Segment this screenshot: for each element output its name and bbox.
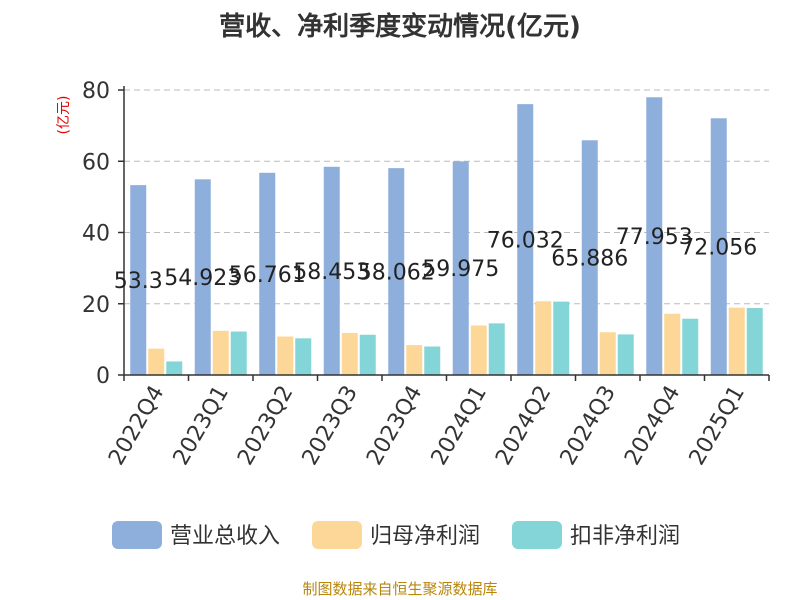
bar-parent-net-profit: [728, 307, 745, 375]
data-label-revenue: 59.975: [422, 257, 499, 282]
y-tick-label: 80: [82, 79, 110, 104]
bar-revenue: [194, 179, 211, 375]
bar-parent-net-profit: [470, 325, 487, 375]
source-note: 制图数据来自恒生聚源数据库: [302, 580, 498, 598]
x-tick-label: 2023Q1: [169, 382, 234, 470]
bar-deducted-net-profit: [230, 331, 247, 375]
data-label-revenue: 77.953: [616, 225, 693, 250]
bar-parent-net-profit: [341, 332, 358, 375]
bar-revenue: [323, 166, 340, 375]
bar-parent-net-profit: [212, 330, 229, 375]
x-tick-label: 2024Q4: [620, 382, 685, 470]
bar-parent-net-profit: [406, 345, 423, 375]
legend: 营业总收入 归母净利润 扣非净利润: [112, 521, 680, 549]
x-tick-label: 2023Q2: [233, 382, 298, 470]
grid-lines: [124, 89, 769, 305]
x-tick-label: 2023Q3: [298, 382, 363, 470]
bar-revenue: [259, 172, 276, 375]
bar-revenue: [130, 185, 147, 375]
bar-revenue: [388, 168, 405, 375]
legend-swatch: [312, 521, 362, 549]
bar-deducted-net-profit: [295, 338, 312, 375]
bar-deducted-net-profit: [359, 334, 376, 375]
x-tick-label: 2023Q4: [362, 382, 427, 470]
bar-deducted-net-profit: [617, 334, 634, 375]
bar-deducted-net-profit: [488, 323, 505, 375]
bar-parent-net-profit: [535, 301, 552, 375]
x-tick-label: 2022Q4: [104, 382, 169, 470]
bar-deducted-net-profit: [682, 318, 699, 375]
x-tick-label: 2024Q1: [427, 382, 492, 470]
legend-label: 扣非净利润: [570, 524, 680, 549]
bar-deducted-net-profit: [424, 346, 441, 375]
y-tick-label: 60: [82, 150, 110, 175]
bar-deducted-net-profit: [553, 301, 570, 375]
y-tick-label: 20: [82, 293, 110, 318]
legend-swatch: [112, 521, 162, 549]
data-label-revenue: 72.056: [680, 236, 757, 261]
bar-deducted-net-profit: [166, 361, 183, 375]
data-label-revenue: 58.453: [293, 260, 370, 285]
bar-revenue: [517, 104, 534, 376]
bars: [130, 97, 763, 376]
legend-swatch: [512, 521, 562, 549]
legend-label: 归母净利润: [370, 524, 480, 549]
bar-revenue: [646, 97, 663, 376]
data-label-revenue: 65.886: [551, 247, 628, 272]
x-tick-label: 2024Q3: [556, 382, 621, 470]
bar-revenue: [581, 140, 598, 375]
bar-revenue: [452, 161, 469, 375]
data-label-revenue: 53.3: [114, 269, 163, 294]
x-tick-label: 2024Q2: [491, 382, 556, 470]
bar-parent-net-profit: [599, 332, 616, 375]
bar-parent-net-profit: [148, 348, 165, 375]
data-label-revenue: 58.062: [358, 261, 435, 286]
bar-deducted-net-profit: [746, 308, 763, 375]
chart-title: 营收、净利季度变动情况(亿元): [219, 12, 581, 42]
data-label-revenue: 76.032: [487, 229, 564, 254]
bar-parent-net-profit: [664, 313, 681, 375]
y-tick-label: 40: [82, 222, 110, 247]
data-label-revenue: 56.761: [229, 263, 306, 288]
x-tick-label: 2025Q1: [685, 382, 750, 470]
bar-parent-net-profit: [277, 336, 294, 375]
data-label-revenue: 54.923: [164, 266, 241, 291]
legend-label: 营业总收入: [170, 524, 280, 549]
bar-revenue: [710, 118, 727, 375]
y-axis-label: (亿元): [56, 96, 72, 135]
y-tick-label: 0: [96, 364, 110, 389]
